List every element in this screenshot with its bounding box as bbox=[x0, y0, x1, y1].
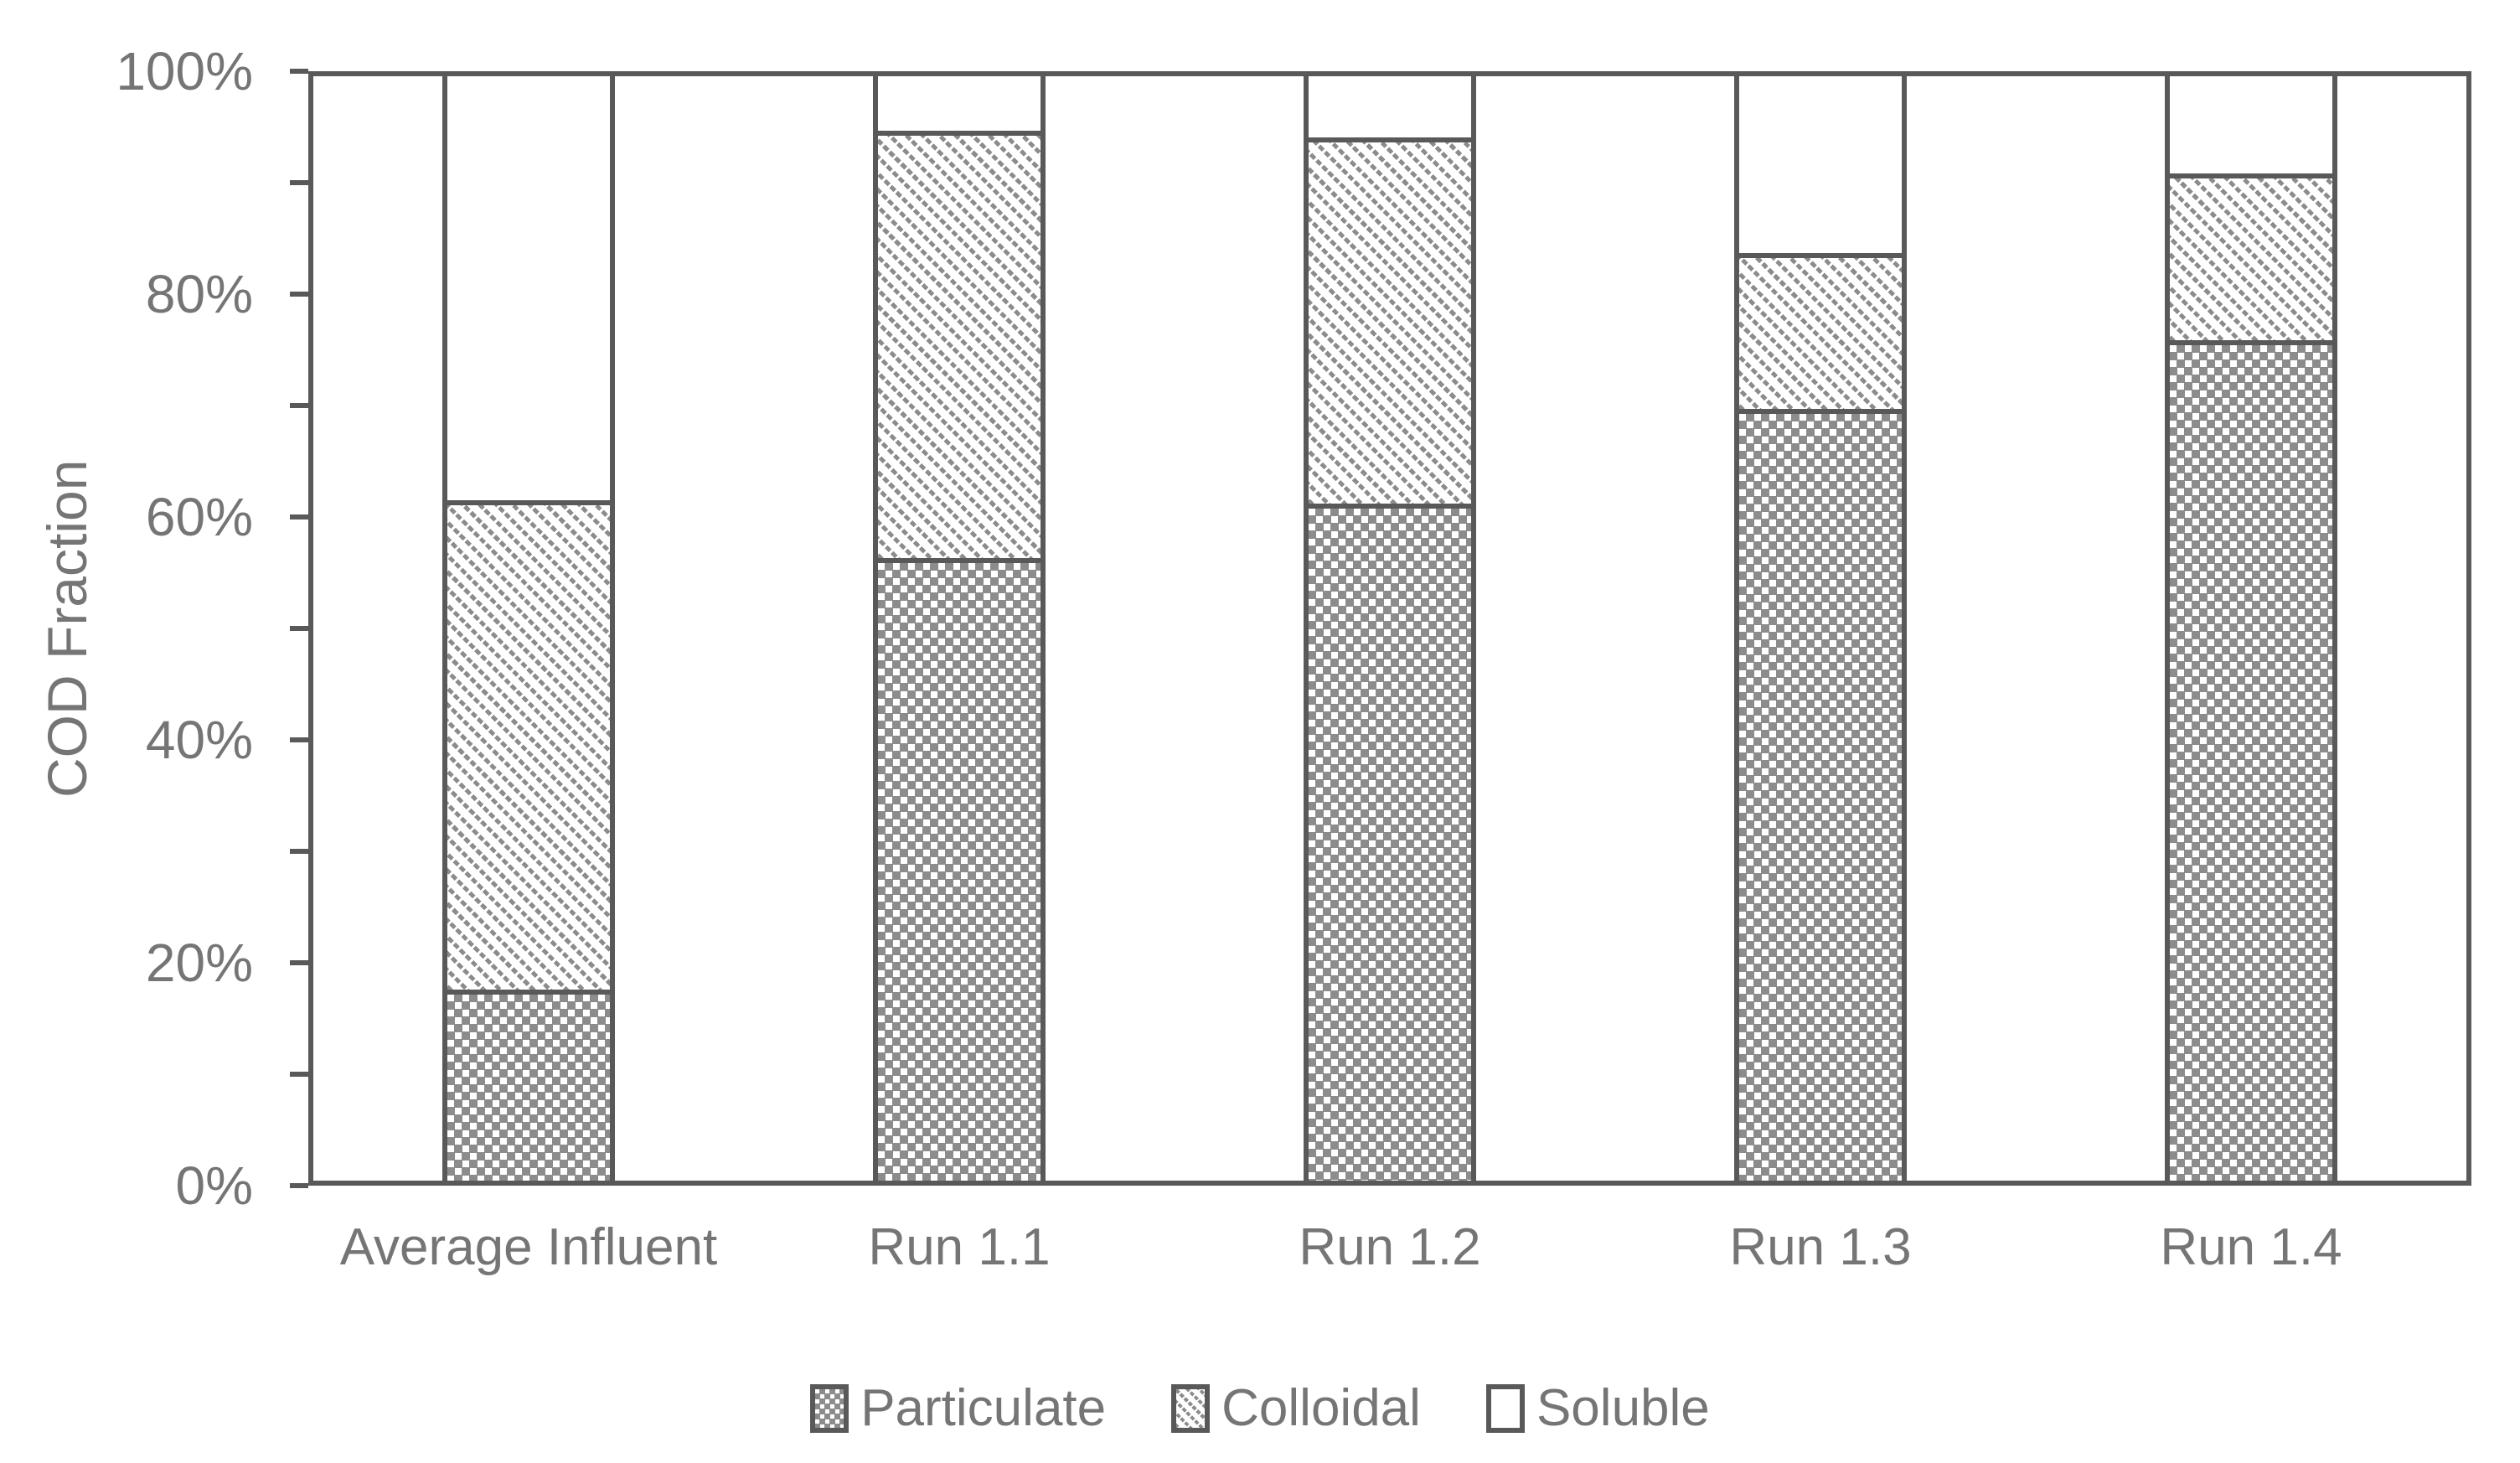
segment-particulate bbox=[873, 557, 1046, 1181]
y-axis-tick bbox=[290, 1072, 308, 1077]
y-axis-tick bbox=[290, 626, 308, 631]
segment-particulate bbox=[1734, 408, 1907, 1181]
legend-label-colloidal: Colloidal bbox=[1221, 1379, 1421, 1437]
bar-run-1-2 bbox=[1304, 76, 1476, 1181]
y-axis-tick bbox=[290, 737, 308, 742]
segment-particulate bbox=[2165, 340, 2337, 1181]
legend-item-soluble: Soluble bbox=[1485, 1379, 1710, 1437]
bar-run-1-1 bbox=[873, 76, 1046, 1181]
bar-run-1-4 bbox=[2165, 76, 2337, 1181]
bars-layer bbox=[313, 76, 2466, 1181]
y-tick-label-100: 100% bbox=[116, 41, 253, 101]
segment-colloidal bbox=[1304, 137, 1476, 504]
y-tick-label-40: 40% bbox=[145, 710, 253, 770]
legend-item-colloidal: Colloidal bbox=[1171, 1383, 1421, 1435]
y-axis-tick-labels: 100% 80% 60% 40% 20% 0% bbox=[0, 44, 288, 1212]
colloidal-pattern-swatch-icon bbox=[1171, 1384, 1211, 1433]
segment-colloidal bbox=[1734, 252, 1907, 409]
legend-label-soluble: Soluble bbox=[1536, 1379, 1710, 1437]
particulate-pattern-swatch-icon bbox=[810, 1384, 849, 1433]
y-axis-tick bbox=[290, 69, 308, 74]
y-axis-tick bbox=[290, 292, 308, 297]
y-tick-label-80: 80% bbox=[145, 264, 253, 324]
y-tick-label-60: 60% bbox=[145, 487, 253, 547]
bar-run-1-3 bbox=[1734, 76, 1907, 1181]
bar-average-influent bbox=[442, 76, 615, 1181]
segment-soluble bbox=[442, 76, 615, 501]
segment-soluble bbox=[1304, 76, 1476, 137]
y-axis-tick bbox=[290, 180, 308, 185]
x-label-run-1-3: Run 1.3 bbox=[1729, 1218, 1912, 1276]
x-label-run-1-1: Run 1.1 bbox=[868, 1218, 1051, 1276]
y-tick-label-0: 0% bbox=[175, 1155, 254, 1216]
y-axis-tick bbox=[290, 849, 308, 854]
segment-colloidal bbox=[2165, 173, 2337, 341]
soluble-pattern-swatch-icon bbox=[1485, 1384, 1525, 1433]
x-axis-category-labels: Average Influent Run 1.1 Run 1.2 Run 1.3… bbox=[313, 1222, 2466, 1297]
segment-particulate bbox=[1304, 504, 1476, 1181]
segment-colloidal bbox=[873, 130, 1046, 558]
legend-item-particulate: Particulate bbox=[810, 1383, 1106, 1435]
segment-particulate bbox=[442, 990, 615, 1181]
segment-soluble bbox=[1734, 76, 1907, 253]
x-label-run-1-4: Run 1.4 bbox=[2160, 1218, 2342, 1276]
y-axis-tick bbox=[290, 403, 308, 408]
legend: Particulate Colloidal Soluble bbox=[0, 1371, 2520, 1446]
x-label-average-influent: Average Influent bbox=[339, 1218, 718, 1276]
y-axis-tick bbox=[290, 514, 308, 520]
segment-colloidal bbox=[442, 500, 615, 990]
y-axis-tick bbox=[290, 1183, 308, 1188]
y-axis-tick bbox=[290, 960, 308, 965]
segment-soluble bbox=[873, 76, 1046, 131]
legend-label-particulate: Particulate bbox=[860, 1379, 1107, 1437]
x-label-run-1-2: Run 1.2 bbox=[1299, 1218, 1481, 1276]
y-tick-label-20: 20% bbox=[145, 933, 253, 993]
segment-soluble bbox=[2165, 76, 2337, 173]
